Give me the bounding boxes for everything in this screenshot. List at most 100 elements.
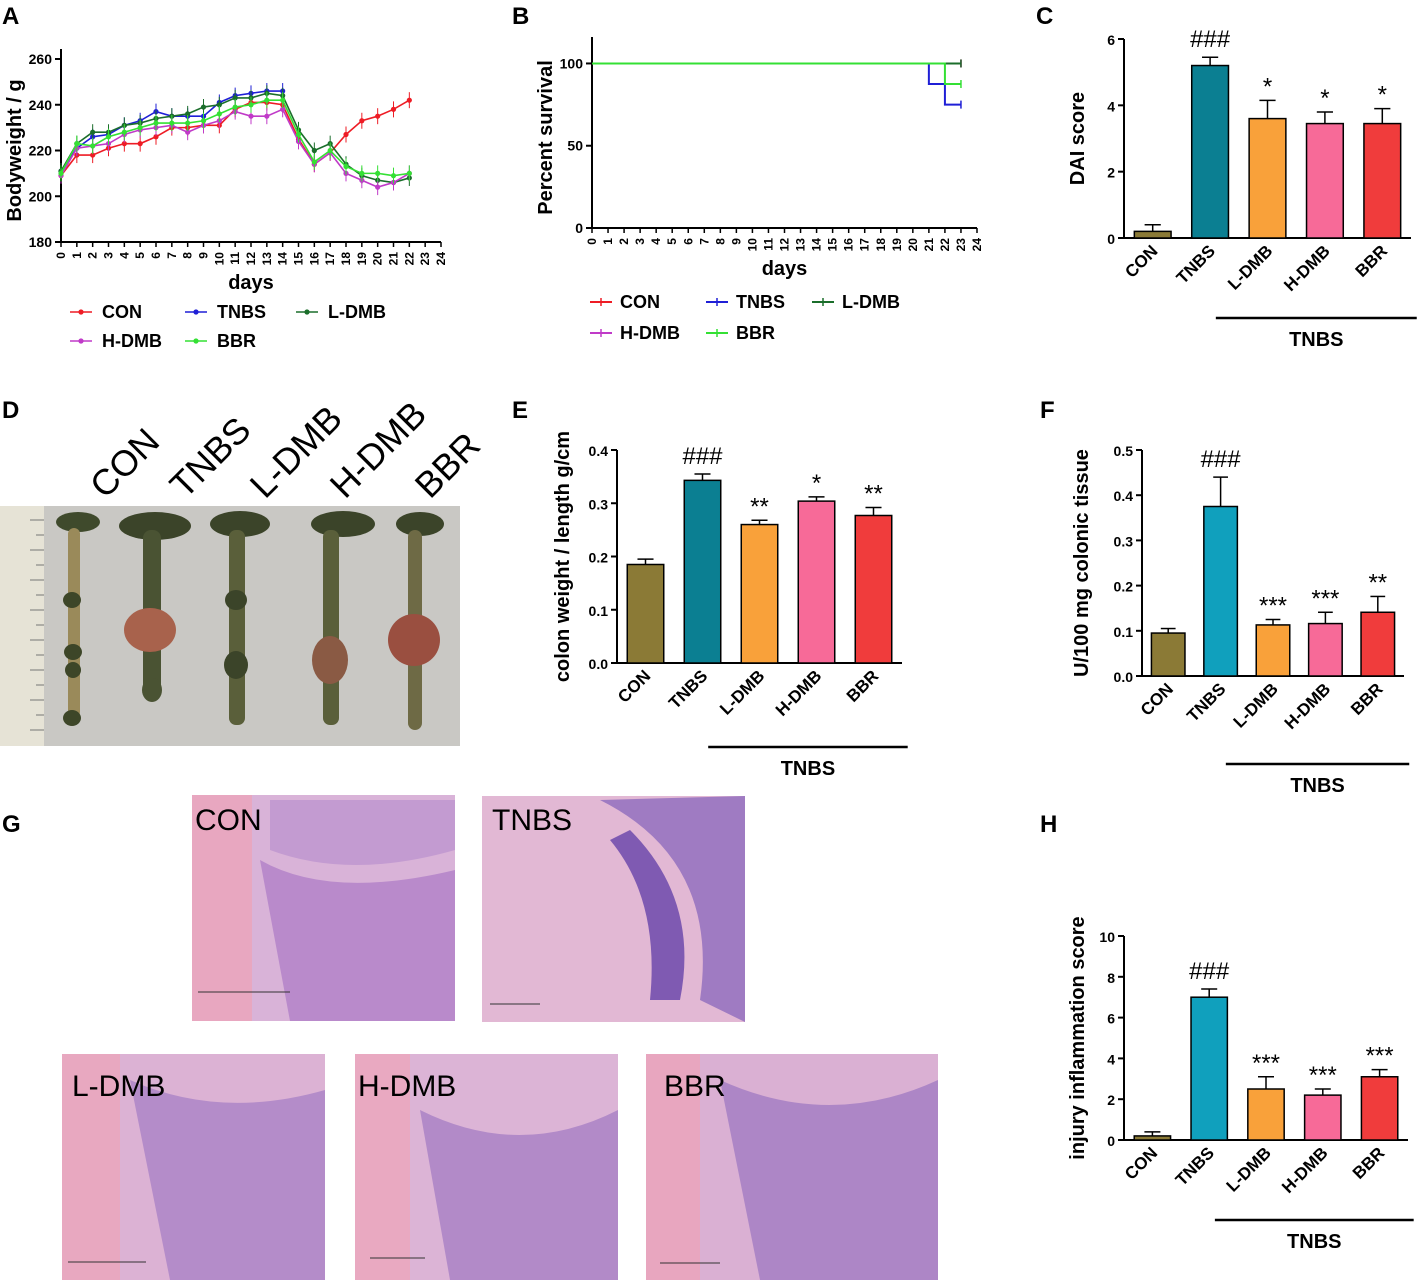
x-tick-label: 13 xyxy=(794,238,808,252)
panel-label-a: A xyxy=(2,3,19,30)
legend-label-h-dmb: H-DMB xyxy=(102,331,162,351)
y-tick-label: 6 xyxy=(1107,32,1115,48)
y-tick-label: 0.1 xyxy=(589,603,609,619)
bar-tnbs xyxy=(1190,64,1230,239)
significance-bbr: * xyxy=(1378,82,1387,109)
y-tick-label: 0 xyxy=(1107,231,1115,247)
y-tick-label: 0.3 xyxy=(589,496,609,512)
legend-label-l-dmb: L-DMB xyxy=(328,302,386,322)
x-tick-label: 6 xyxy=(681,238,695,245)
bar-l-dmb xyxy=(1247,1088,1285,1141)
data-point-bbr xyxy=(169,120,175,126)
x-tick-label: 0 xyxy=(54,252,68,259)
x-tick-label: 9 xyxy=(197,252,211,259)
panel-label-e: E xyxy=(512,397,528,424)
data-point-bbr xyxy=(280,97,286,103)
category-label-tnbs: TNBS xyxy=(1173,241,1219,287)
photo-label-tnbs: TNBS xyxy=(162,409,259,506)
x-tick-label: 1 xyxy=(70,252,84,259)
legend-marker xyxy=(78,338,84,344)
series-h-dmb xyxy=(58,101,412,196)
chart-c: 0 2 4 6 DAI score CON ### TNBS * L-DMB * H-DMB * BBR T… xyxy=(1067,26,1417,351)
panel-label-b: B xyxy=(512,3,529,30)
bar-l-dmb xyxy=(740,523,779,664)
x-tick-label: 15 xyxy=(292,252,306,266)
chart-h: 0 2 4 6 8 10 injury inflammation score CON ### TN… xyxy=(1067,916,1414,1253)
x-tick-label: 14 xyxy=(810,238,824,252)
data-point-l-dmb xyxy=(185,111,191,117)
x-axis-title: days xyxy=(762,258,808,280)
histo-label-tnbs: TNBS xyxy=(492,804,572,837)
data-point-l-dmb xyxy=(216,102,222,108)
legend-label-l-dmb: L-DMB xyxy=(842,292,900,312)
chart-f: 0.0 0.1 0.2 0.3 0.4 0.5 U/100 mg colonic tissu… xyxy=(1071,443,1410,797)
x-tick-label: 8 xyxy=(181,252,195,259)
y-axis-title: Percent survival xyxy=(535,60,557,215)
colon-h-dmb xyxy=(311,511,375,725)
y-tick-label: 0.1 xyxy=(1114,624,1134,640)
category-label-l-dmb: L-DMB xyxy=(1230,679,1282,731)
bar-con xyxy=(626,563,665,664)
histo-label-h-dmb: H-DMB xyxy=(358,1070,456,1103)
x-tick-label: 12 xyxy=(244,252,258,266)
x-tick-label: 8 xyxy=(713,238,727,245)
histo-label-l-dmb: L-DMB xyxy=(72,1070,165,1103)
histo-bbr xyxy=(646,1054,938,1280)
data-point-bbr xyxy=(105,134,112,140)
category-label-l-dmb: L-DMB xyxy=(716,666,768,718)
x-tick-label: 2 xyxy=(86,252,100,259)
category-label-bbr: BBR xyxy=(1347,679,1386,718)
significance-tnbs: ### xyxy=(1201,446,1242,473)
category-label-h-dmb: H-DMB xyxy=(1281,679,1334,732)
bar-h-dmb xyxy=(1307,622,1343,677)
data-point-con xyxy=(406,97,412,103)
y-tick-label: 10 xyxy=(1099,929,1115,945)
data-point-bbr xyxy=(121,129,127,135)
data-point-l-dmb xyxy=(311,147,317,154)
data-point-con xyxy=(343,131,349,138)
x-tick-label: 10 xyxy=(745,238,759,252)
data-point-bbr xyxy=(232,104,238,110)
legend-marker xyxy=(193,338,199,344)
legend-label-bbr: BBR xyxy=(736,323,775,343)
data-point-bbr xyxy=(359,170,365,176)
legend-marker xyxy=(78,309,84,315)
data-point-bbr xyxy=(58,170,64,176)
x-tick-label: 10 xyxy=(212,252,226,266)
bar-bbr xyxy=(1360,611,1396,677)
data-point-l-dmb xyxy=(90,129,96,135)
category-label-tnbs: TNBS xyxy=(1172,1143,1218,1189)
ruler-ticks xyxy=(30,519,44,731)
y-tick-label: 0.0 xyxy=(589,656,609,672)
x-tick-label: 0 xyxy=(585,238,599,245)
y-axis-title: Bodyweight / g xyxy=(4,79,26,221)
y-tick-label: 4 xyxy=(1107,98,1115,114)
bar-tnbs xyxy=(683,479,722,664)
x-tick-label: 15 xyxy=(826,238,840,252)
bar-bbr xyxy=(1360,1076,1399,1141)
significance-l-dmb: * xyxy=(1263,73,1272,100)
data-point-bbr xyxy=(311,159,317,165)
category-label-h-dmb: H-DMB xyxy=(1278,1143,1331,1196)
x-tick-label: 7 xyxy=(165,252,179,259)
legend-label-con: CON xyxy=(102,302,142,322)
y-axis-title: injury inflammation score xyxy=(1067,916,1089,1159)
y-tick-label: 180 xyxy=(29,234,53,250)
significance-bbr: *** xyxy=(1366,1043,1394,1070)
x-tick-label: 18 xyxy=(874,238,888,252)
significance-l-dmb: *** xyxy=(1252,1050,1280,1077)
category-label-bbr: BBR xyxy=(1352,241,1391,280)
data-point-con xyxy=(90,152,96,158)
significance-l-dmb: *** xyxy=(1259,593,1287,620)
legend-a: CON TNBS L-DMB H-DMB BBR xyxy=(70,302,386,351)
category-label-bbr: BBR xyxy=(1349,1143,1388,1182)
y-tick-label: 0.3 xyxy=(1114,533,1134,549)
y-tick-label: 0 xyxy=(575,220,583,236)
y-tick-label: 2 xyxy=(1107,165,1115,181)
x-tick-label: 14 xyxy=(276,252,290,266)
data-point-bbr xyxy=(375,170,381,176)
x-tick-label: 19 xyxy=(890,238,904,252)
bar-l-dmb xyxy=(1248,117,1287,239)
x-tick-label: 13 xyxy=(260,252,274,266)
